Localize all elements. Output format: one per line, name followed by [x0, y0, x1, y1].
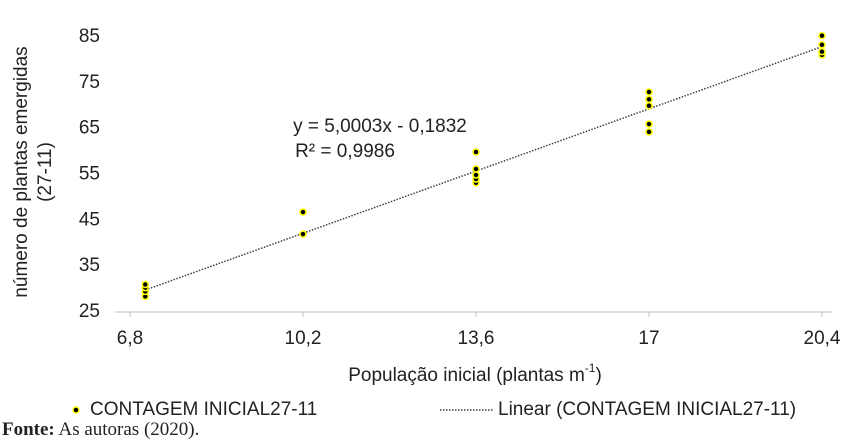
x-tick-label: 6,8 — [117, 328, 143, 349]
legend-label: CONTAGEM INICIAL27-11 — [90, 399, 317, 420]
point — [645, 128, 653, 136]
point — [299, 230, 307, 238]
source-text: As autoras (2020). — [55, 419, 200, 440]
point — [472, 171, 480, 179]
legend-marker — [72, 406, 80, 414]
x-axis-label-part: População inicial (plantas m — [348, 365, 585, 386]
y-tick-label: 85 — [79, 26, 100, 47]
point — [645, 120, 653, 128]
point — [141, 280, 150, 289]
x-axis-label: População inicial (plantas m-1) — [348, 361, 602, 386]
trendline — [145, 45, 823, 291]
y-tick-label: 65 — [79, 118, 100, 139]
point — [472, 165, 480, 173]
y-tick-label: 25 — [79, 301, 100, 322]
x-axis-label-part: ) — [595, 365, 601, 386]
y-tick-label: 35 — [79, 255, 100, 276]
y-axis-label: número de plantas emergidas — [11, 46, 32, 297]
point — [645, 88, 653, 96]
x-axis-label-sup: -1 — [585, 361, 596, 375]
point — [299, 208, 307, 216]
y-tick-label: 55 — [79, 164, 100, 185]
point — [645, 95, 653, 104]
x-tick-label: 17 — [638, 328, 659, 349]
x-tick-label: 13,6 — [458, 328, 495, 349]
source: Fonte: As autoras (2020). — [2, 419, 199, 440]
legend-label: Linear (CONTAGEM INICIAL27-11) — [498, 399, 796, 420]
r-squared: R² = 0,9986 — [295, 141, 395, 162]
x-tick-label: 10,2 — [285, 328, 322, 349]
point — [645, 102, 653, 110]
point — [818, 31, 826, 40]
y-axis-label: (27-11) — [35, 142, 56, 202]
y-tick-label: 45 — [79, 209, 100, 230]
source-label: Fonte: — [2, 419, 55, 440]
equation: y = 5,0003x - 0,1832 — [293, 116, 467, 137]
point — [818, 47, 826, 56]
point — [818, 41, 826, 49]
point — [472, 148, 480, 156]
y-tick-label: 75 — [79, 72, 100, 93]
x-tick-label: 20,4 — [804, 328, 841, 349]
